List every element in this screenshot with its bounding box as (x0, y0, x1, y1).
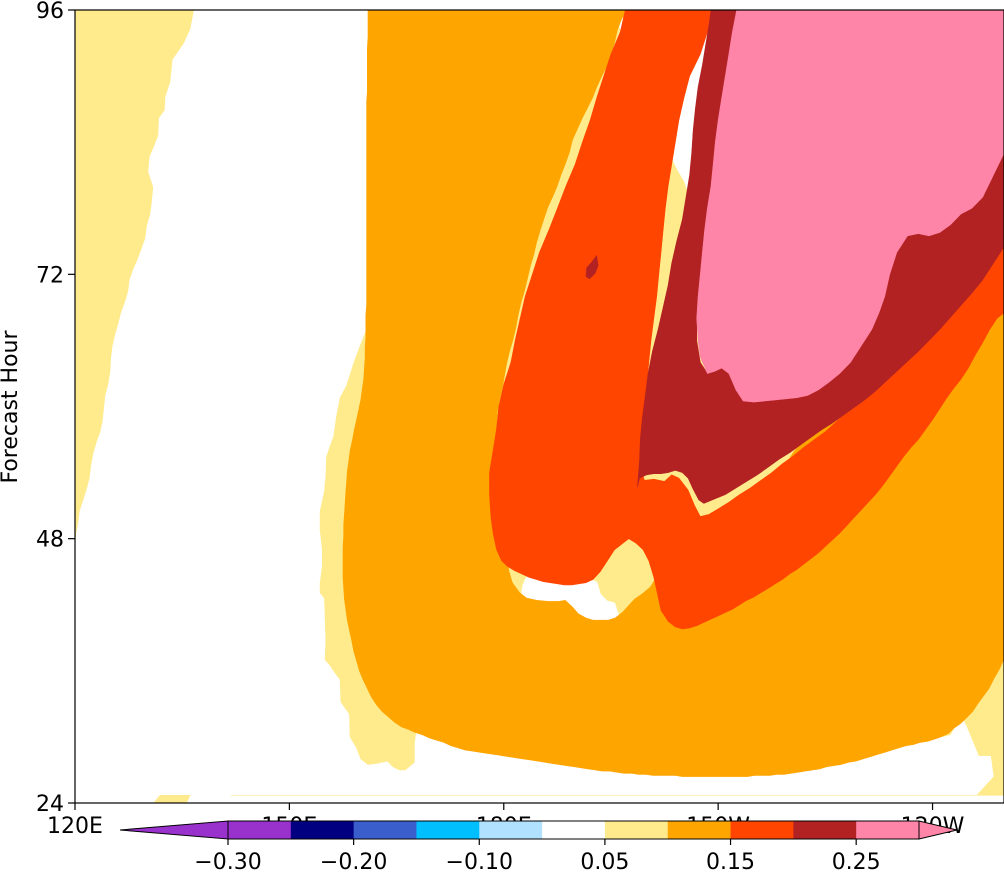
colorbar-bin-10 (856, 821, 920, 839)
contour-region-0.2-1 (585, 254, 599, 280)
plot-frame (74, 9, 1004, 804)
colorbar-tick-label-1: −0.20 (320, 850, 387, 875)
colorbar-tick-label-0: −0.30 (194, 850, 261, 875)
colorbar-frame (227, 820, 920, 840)
colorbar-tick-label-4: 0.15 (706, 850, 755, 875)
colorbar-tick-label-5: 0.25 (832, 850, 881, 875)
y-tick-label-2: 72 (36, 263, 64, 288)
colorbar-under-extension (119, 820, 229, 840)
colorbar-bin-5 (542, 821, 606, 839)
colorbar-bin-0 (228, 821, 292, 839)
colorbar-bin-6 (604, 821, 669, 839)
y-tick-label-0: 24 (36, 792, 64, 817)
colorbar-bin-8 (730, 821, 794, 839)
plot-area (75, 10, 1004, 803)
colorbar-bin-3 (416, 821, 480, 839)
y-tick-label-3: 96 (36, 0, 64, 24)
colorbar-tick-label-3: 0.05 (580, 850, 629, 875)
y-axis-title: Forecast Hour (0, 330, 23, 484)
contour-region-0.05-2 (75, 10, 194, 546)
y-axis: 24 48 72 96 (36, 0, 75, 817)
colorbar-bin-7 (667, 821, 732, 839)
colorbar-bin-9 (793, 821, 857, 839)
contour-region-0.05-0 (153, 794, 191, 803)
colorbar-bin-4 (479, 821, 543, 839)
colorbar: −0.30 −0.20 −0.10 0.05 0.15 0.25 (119, 820, 958, 875)
colorbar-tick-label-2: −0.10 (446, 850, 513, 875)
contour-region-0.25-0 (696, 10, 1004, 403)
colorbar-bin-2 (353, 821, 417, 839)
colorbar-bin-1 (290, 821, 355, 839)
x-tick-label-0: 120E (47, 814, 103, 839)
y-tick-label-1: 48 (36, 528, 64, 553)
